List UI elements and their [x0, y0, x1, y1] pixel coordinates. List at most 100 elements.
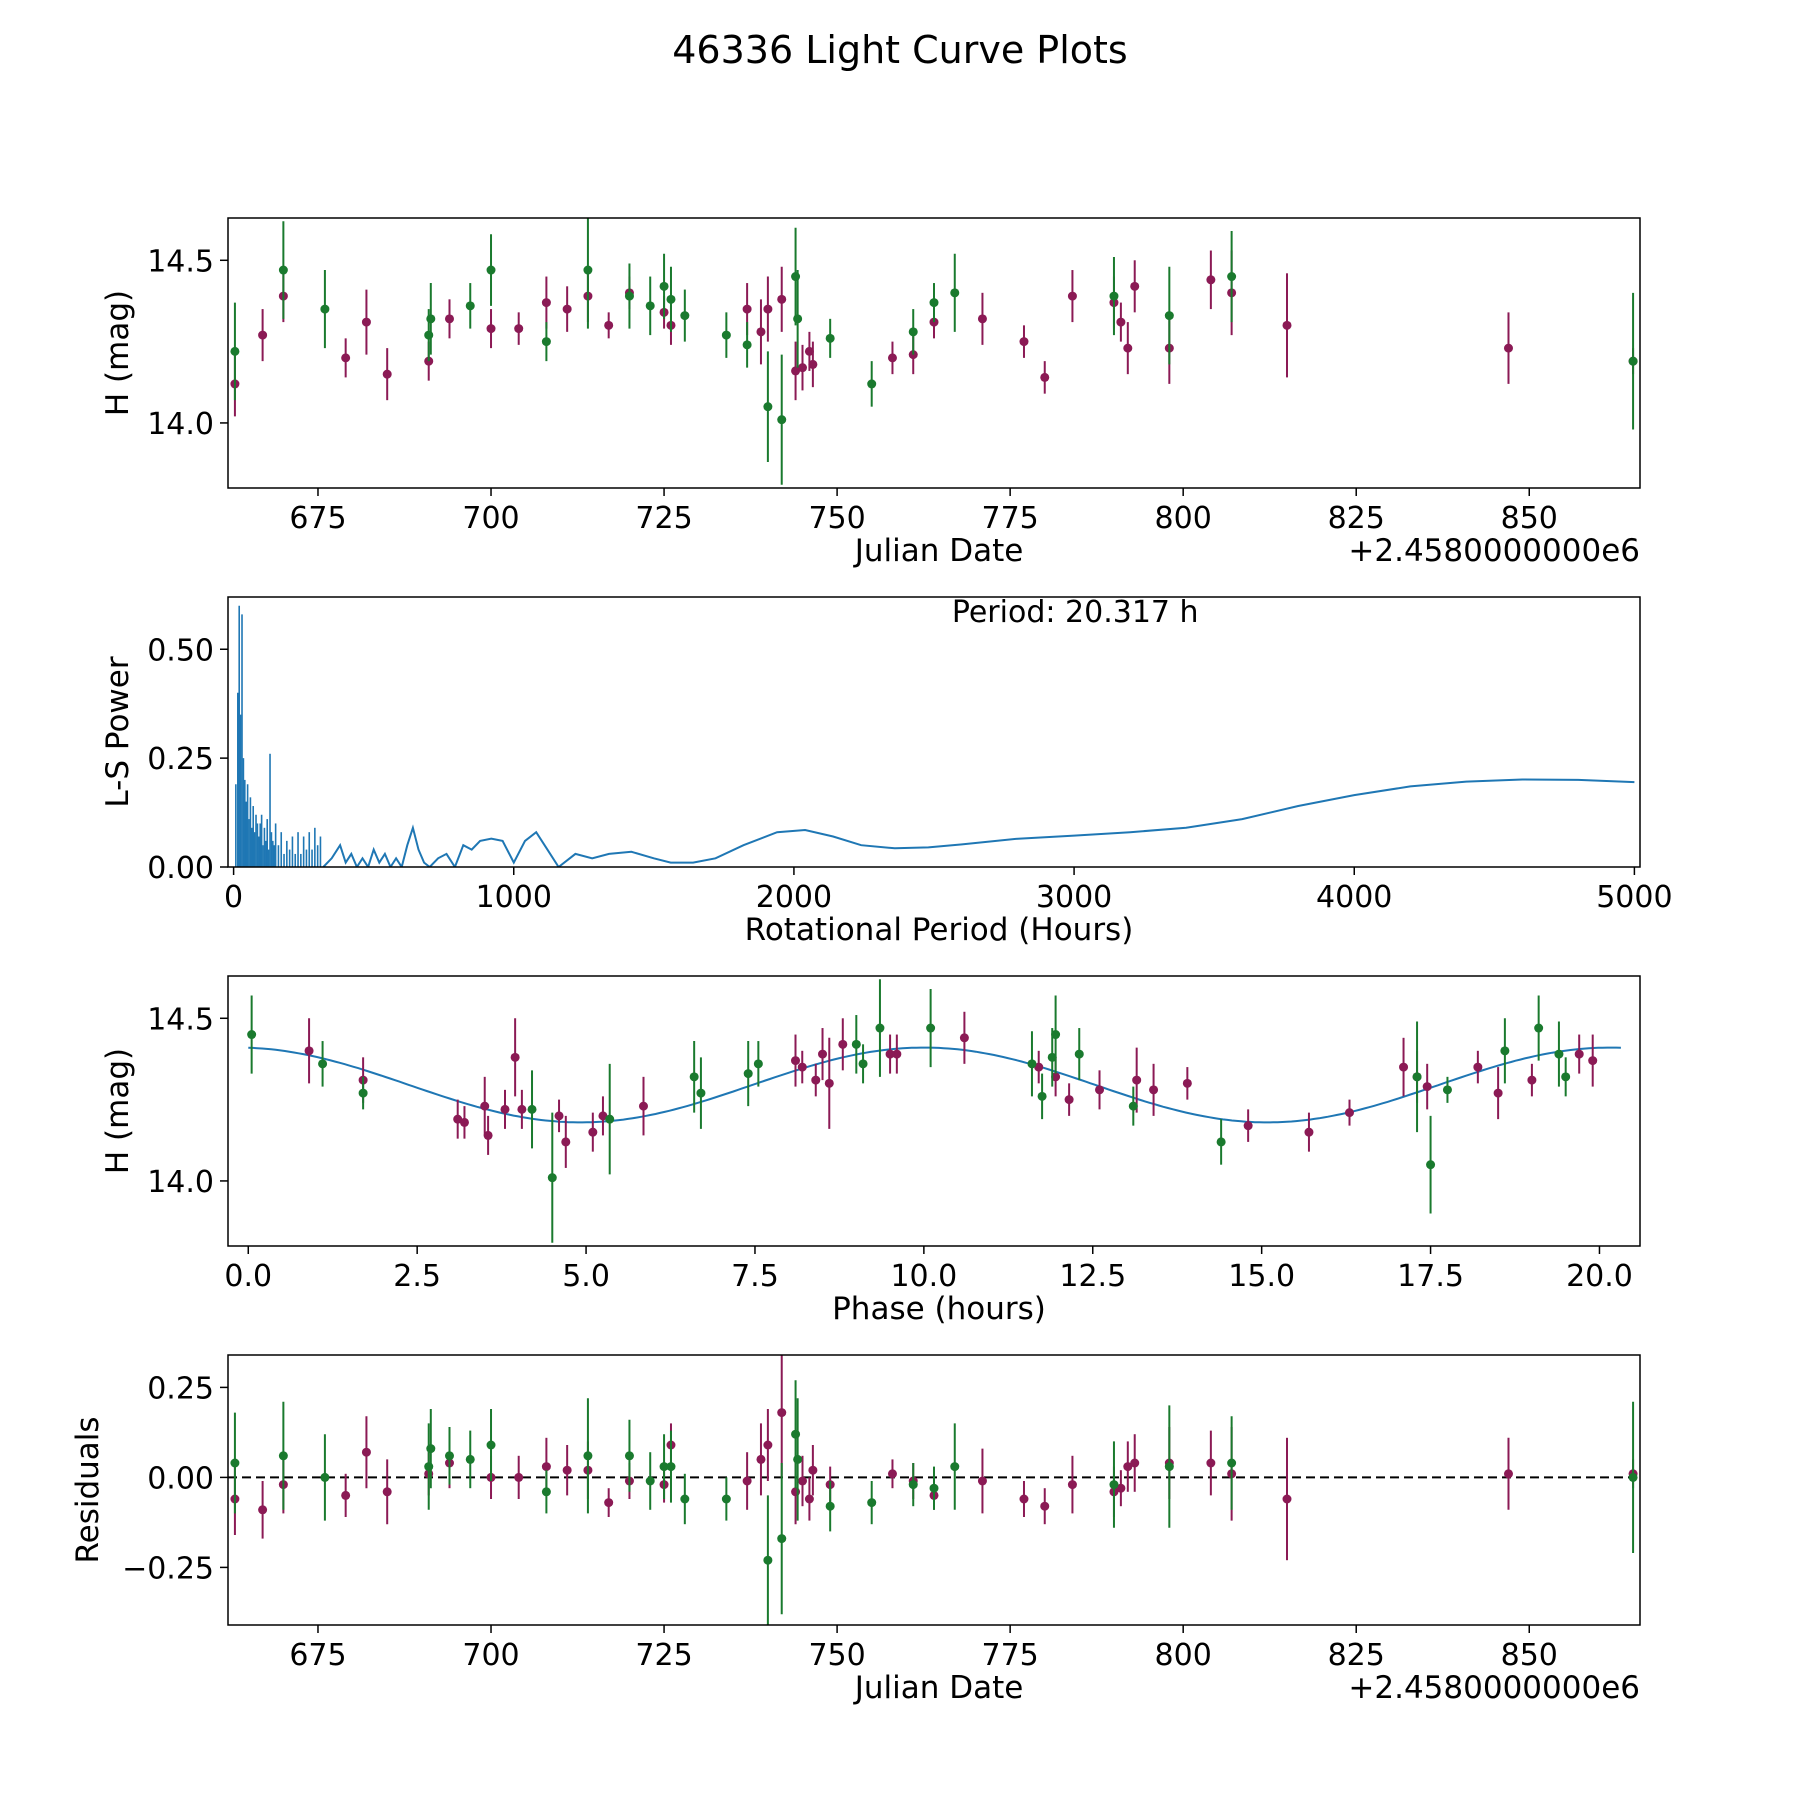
x-tick-label: 5.0 [562, 1259, 610, 1294]
series-b-point [444, 1451, 454, 1461]
y-tick-label: 0.25 [147, 1371, 214, 1406]
series-a-point [1034, 1062, 1044, 1072]
series-a-point [598, 1111, 608, 1121]
x-offset-label: +2.4580000000e6 [1348, 1670, 1640, 1706]
fit-curve [248, 1046, 1621, 1124]
series-a-point [1067, 291, 1077, 301]
series-a-point [1019, 1494, 1029, 1504]
y-tick-label: 14.0 [147, 1165, 214, 1200]
series-a-point [892, 1049, 902, 1059]
series-b-point [583, 265, 593, 275]
series-b-point [1534, 1023, 1544, 1033]
series-a-point [258, 330, 268, 340]
x-tick-label: 675 [289, 501, 346, 536]
x-tick-label: 20.0 [1566, 1259, 1633, 1294]
y-tick-label: 0.25 [147, 742, 214, 777]
series-b-point [605, 1114, 615, 1124]
series-a-point [838, 1039, 848, 1049]
x-tick-label: 10.0 [890, 1259, 957, 1294]
data-layer [247, 979, 1621, 1243]
series-b-point [1554, 1049, 1564, 1059]
series-a-point [1067, 1480, 1077, 1490]
series-a-point [1503, 1469, 1513, 1479]
series-a-point [791, 1487, 801, 1497]
series-a-point [382, 1487, 392, 1497]
series-b-point [1628, 1472, 1638, 1482]
series-a-point [554, 1111, 564, 1121]
series-a-point [517, 1104, 527, 1114]
series-b-point [659, 1462, 669, 1472]
x-tick-label: 750 [808, 501, 865, 536]
period-annotation: Period: 20.317 h [952, 595, 1199, 630]
series-b-point [426, 1444, 436, 1454]
series-b-point [1109, 1480, 1119, 1490]
series-a-point [638, 1101, 648, 1111]
series-b-point [230, 1458, 240, 1468]
series-a-point [483, 1130, 493, 1140]
series-b-point [1037, 1091, 1047, 1101]
series-b-point [1164, 311, 1174, 321]
series-a-point [756, 1454, 766, 1464]
x-tick-label: 0.0 [224, 1259, 272, 1294]
y-axis-label: L-S Power [100, 656, 136, 807]
x-tick-label: 5000 [1596, 880, 1672, 915]
series-a-point [541, 1462, 551, 1472]
series-a-point [1304, 1127, 1314, 1137]
series-b-point [777, 1534, 787, 1544]
y-tick-label: 14.5 [147, 244, 214, 279]
series-b-point [465, 1454, 475, 1464]
y-axis-label: H (mag) [100, 290, 136, 416]
series-a-point [304, 1046, 314, 1056]
series-a-point [818, 1049, 828, 1059]
series-a-point [791, 1056, 801, 1066]
x-axis-label: Julian Date [853, 1670, 1024, 1706]
series-b-point [742, 340, 752, 350]
series-a-point [1206, 1458, 1216, 1468]
series-b-point [1227, 1458, 1237, 1468]
series-b-point [583, 1451, 593, 1461]
series-a-point [604, 1498, 614, 1508]
y-tick-label: 0.50 [147, 633, 214, 668]
series-a-point [777, 294, 787, 304]
series-b-point [426, 314, 436, 324]
series-a-point [1064, 1095, 1074, 1105]
series-a-point [1132, 1075, 1142, 1085]
series-a-point [588, 1127, 598, 1137]
x-tick-label: 7.5 [731, 1259, 779, 1294]
x-axis-label: Julian Date [853, 533, 1024, 569]
series-a-point [486, 324, 496, 334]
series-b-point [247, 1030, 257, 1040]
series-a-point [541, 298, 551, 308]
series-a-point [1040, 1501, 1050, 1511]
series-a-point [1019, 337, 1029, 347]
x-tick-label: 675 [289, 1638, 346, 1673]
series-a-point [1422, 1082, 1432, 1092]
series-b-point [424, 330, 434, 340]
series-a-point [500, 1104, 510, 1114]
series-a-point [763, 304, 773, 314]
x-tick-label: 0 [224, 880, 243, 915]
chart-residuals: 675 700 725 750 775 800 825 850 −0.25 0.00 0.25 Jul… [70, 1354, 1641, 1706]
x-tick-label: 850 [1501, 1638, 1558, 1673]
series-a-point [777, 1408, 787, 1418]
series-b-point [1051, 1030, 1061, 1040]
chart-light-curve: 675 700 725 750 775 800 825 850 14.0 14.5 Julian D… [100, 217, 1641, 569]
x-tick-label: 775 [982, 1638, 1039, 1673]
series-b-point [680, 1494, 690, 1504]
x-tick-label: 850 [1501, 501, 1558, 536]
x-tick-label: 17.5 [1397, 1259, 1464, 1294]
axes-frame [227, 975, 1641, 1247]
series-b-point [318, 1059, 328, 1069]
series-a-point [561, 1137, 571, 1147]
series-a-point [1051, 1072, 1061, 1082]
series-a-point [1527, 1075, 1537, 1085]
x-axis-label: Rotational Period (Hours) [745, 912, 1134, 948]
series-b-point [645, 1476, 655, 1486]
series-b-point [851, 1039, 861, 1049]
y-tick-label: −0.25 [122, 1551, 214, 1586]
series-b-point [1442, 1085, 1452, 1095]
series-b-point [1500, 1046, 1510, 1056]
series-a-point [791, 366, 801, 376]
